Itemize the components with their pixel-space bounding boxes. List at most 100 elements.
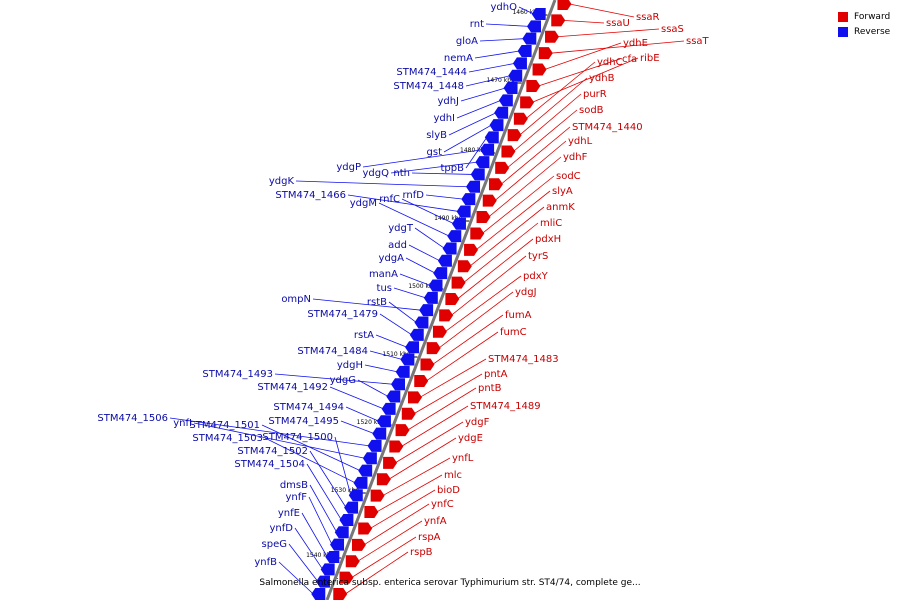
reverse-gene-mark [362,452,377,465]
reverse-gene-label: ompN [281,294,311,305]
reverse-gene-mark [358,464,373,477]
forward-leader-line [563,19,605,24]
reverse-gene-mark [367,439,382,452]
reverse-gene-label: ydgQ [363,168,390,179]
forward-gene-mark [482,194,497,207]
legend: Forward Reverse [838,9,890,39]
reverse-gene-label: ydgG [330,375,356,386]
reverse-gene-mark [512,57,527,70]
reverse-leader-line [518,6,534,15]
reverse-gene-mark [437,254,452,267]
reverse-gene-label: add [388,240,407,251]
reverse-gene-mark [330,538,345,551]
forward-gene-mark [538,47,553,60]
forward-gene-label: mlc [444,470,462,481]
reverse-gene-mark [447,230,462,243]
forward-gene-label: rspA [418,532,441,543]
forward-gene-label: pntB [478,383,502,394]
reverse-leader-line [364,364,398,373]
forward-gene-mark [401,407,416,420]
forward-leader-line [544,42,622,70]
forward-gene-mark [358,522,373,535]
reverse-leader-line [329,386,384,410]
reverse-leader-line [274,373,394,385]
tick-label: 1460 kbp [512,9,540,16]
forward-swatch [838,11,848,22]
reverse-leader-line [357,379,389,397]
legend-forward-label: Forward [854,11,891,22]
reverse-gene-label: STM474_1502 [237,446,308,457]
forward-leader-line [432,314,504,365]
forward-gene-label: STM474_1440 [572,122,643,133]
forward-gene-mark [507,129,522,142]
forward-gene-label: fumA [505,310,532,321]
reverse-gene-mark [470,168,485,181]
forward-leader-line [556,28,660,38]
reverse-leader-line [443,124,492,153]
forward-gene-mark [426,342,441,355]
reverse-gene-label: ynfI [173,418,192,429]
tick-label: 1530 kbp [331,487,359,494]
forward-gene-label: ssaS [661,24,684,35]
forward-leader-line [401,405,469,447]
reverse-gene-label: STM474_1504 [234,459,305,470]
forward-gene-mark [513,112,528,125]
forward-gene-mark [333,588,348,600]
forward-leader-line [463,222,539,283]
reverse-gene-mark [428,279,443,292]
reverse-leader-line [411,172,473,175]
reverse-leader-line [340,420,375,434]
forward-gene-mark [420,358,435,371]
forward-gene-label: pdxY [523,271,549,282]
reverse-gene-label: tppB [441,163,465,174]
tick-label: 1510 kbp [382,351,410,358]
reverse-gene-label: STM474_1500 [262,432,333,443]
reverse-gene-mark [419,304,434,317]
forward-gene-mark [432,325,447,338]
reverse-leader-line [347,194,459,212]
reverse-leader-line [465,75,511,87]
forward-gene-label: ydhE [623,38,648,49]
forward-gene-mark [532,63,547,76]
forward-gene-label: ydgE [458,433,483,444]
reverse-leader-line [306,463,342,521]
forward-gene-mark [395,424,410,437]
reverse-leader-line [485,23,530,27]
forward-gene-mark [557,0,572,10]
reverse-gene-mark [498,94,513,107]
forward-gene-mark [495,161,510,174]
legend-reverse-label: Reverse [854,26,891,37]
reverse-gene-mark [325,550,340,563]
reverse-gene-mark [400,353,415,366]
reverse-gene-label: dmsB [280,480,308,491]
reverse-gene-label: ydhI [433,113,455,124]
forward-gene-mark [451,276,466,289]
reverse-gene-mark [433,267,448,280]
legend-reverse: Reverse [838,24,890,39]
forward-gene-mark [408,391,423,404]
reverse-leader-line [369,350,403,360]
forward-gene-label: ssaU [606,18,630,29]
reverse-gene-label: STM474_1484 [297,346,368,357]
reverse-gene-label: STM474_1444 [396,67,467,78]
forward-leader-line [519,77,588,136]
reverse-gene-mark [395,365,410,378]
forward-gene-label: mliC [540,218,562,229]
forward-leader-line [488,156,562,218]
forward-gene-label: STM474_1489 [470,401,541,412]
reverse-leader-line [414,227,445,249]
forward-gene-label: ynfL [452,453,474,464]
reverse-gene-label: slyB [426,130,447,141]
reverse-gene-label: rnfD [403,190,425,201]
forward-leader-line [438,291,514,349]
reverse-leader-line [408,244,441,262]
reverse-gene-mark [348,489,363,502]
reverse-gene-mark [489,119,504,132]
forward-gene-label: ydhC [597,57,623,68]
reverse-leader-line [405,257,436,274]
reverse-leader-line [401,198,455,225]
forward-leader-line [569,3,635,18]
reverse-gene-mark [339,513,354,526]
forward-gene-label: purR [583,89,607,100]
